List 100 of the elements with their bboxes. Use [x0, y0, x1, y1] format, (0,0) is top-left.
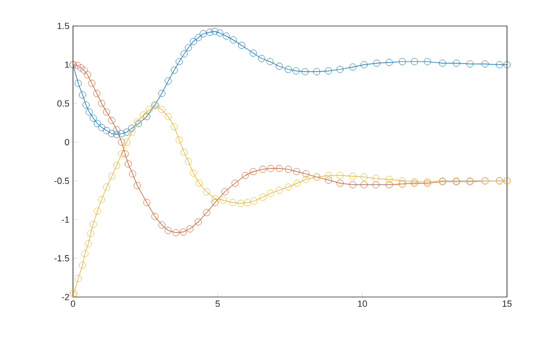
point: [372, 181, 380, 188]
point: [74, 274, 82, 282]
point: [108, 172, 116, 180]
point: [94, 120, 101, 128]
point: [259, 166, 266, 173]
point: [284, 166, 292, 173]
point: [103, 108, 110, 116]
point: [203, 209, 210, 216]
point: [79, 262, 86, 269]
point: [180, 148, 188, 156]
point: [158, 221, 166, 228]
point: [118, 138, 126, 146]
point: [74, 62, 81, 69]
point: [186, 225, 194, 232]
point: [324, 172, 332, 179]
point: [108, 130, 116, 138]
point: [90, 220, 97, 228]
point: [103, 127, 110, 134]
point: [93, 90, 100, 97]
point: [258, 55, 266, 62]
point: [336, 66, 344, 73]
point: [349, 64, 356, 71]
point: [313, 68, 320, 76]
point: [267, 164, 274, 172]
x-tick-label: 10: [358, 300, 367, 307]
point: [230, 36, 237, 44]
point: [349, 181, 356, 188]
point: [176, 136, 183, 144]
point: [398, 177, 406, 184]
point: [276, 186, 283, 194]
point: [180, 50, 188, 58]
point: [176, 58, 183, 66]
point: [349, 172, 356, 180]
point: [206, 28, 214, 36]
point: [503, 61, 511, 68]
point: [170, 123, 178, 130]
y-tick-label: -1.5: [54, 255, 70, 262]
point: [77, 64, 84, 72]
point: [82, 101, 90, 108]
point: [81, 250, 88, 258]
point: [232, 180, 239, 187]
y-tick-label: 0.5: [57, 100, 70, 107]
point: [98, 100, 106, 107]
point: [250, 197, 258, 204]
point: [164, 77, 172, 84]
point: [86, 108, 93, 116]
point: [143, 199, 150, 206]
point: [184, 158, 192, 166]
point: [212, 199, 219, 206]
point: [216, 29, 224, 36]
point: [466, 60, 474, 68]
y-tick-label: 0: [64, 138, 70, 146]
point: [386, 176, 393, 183]
point: [386, 58, 393, 66]
point: [336, 180, 344, 187]
point: [360, 181, 368, 188]
point: [324, 176, 332, 184]
point: [158, 106, 166, 114]
point: [190, 170, 197, 177]
point: [143, 113, 150, 120]
y-tick-label: 1: [65, 62, 70, 68]
point: [203, 188, 210, 196]
point: [94, 208, 101, 215]
point: [221, 188, 228, 196]
point: [180, 228, 187, 236]
x-tick-label: 15: [502, 300, 512, 307]
point: [84, 240, 92, 248]
point: [220, 196, 227, 204]
point: [84, 71, 91, 78]
point: [140, 112, 147, 119]
x-tick-label: 0: [70, 300, 76, 307]
point: [200, 30, 207, 38]
point: [128, 124, 136, 132]
point: [222, 32, 230, 40]
point: [123, 138, 130, 146]
point: [122, 150, 129, 158]
point: [134, 182, 141, 190]
y-tick-label: -0.5: [54, 178, 70, 184]
point: [164, 113, 172, 120]
point: [424, 58, 431, 66]
point: [172, 229, 180, 236]
point: [128, 128, 136, 136]
point: [113, 126, 120, 134]
point: [267, 190, 274, 197]
point: [266, 58, 274, 66]
point: [190, 38, 197, 45]
point: [302, 68, 309, 76]
point: [292, 67, 300, 74]
point: [302, 170, 310, 178]
point: [151, 212, 158, 220]
point: [196, 180, 203, 187]
point: [229, 199, 236, 206]
point: [194, 218, 202, 226]
point: [170, 66, 178, 74]
point: [237, 200, 244, 207]
y-tick-label: -2: [62, 294, 70, 300]
point: [118, 150, 126, 158]
point: [146, 106, 153, 114]
point: [250, 168, 257, 176]
point: [336, 172, 344, 179]
